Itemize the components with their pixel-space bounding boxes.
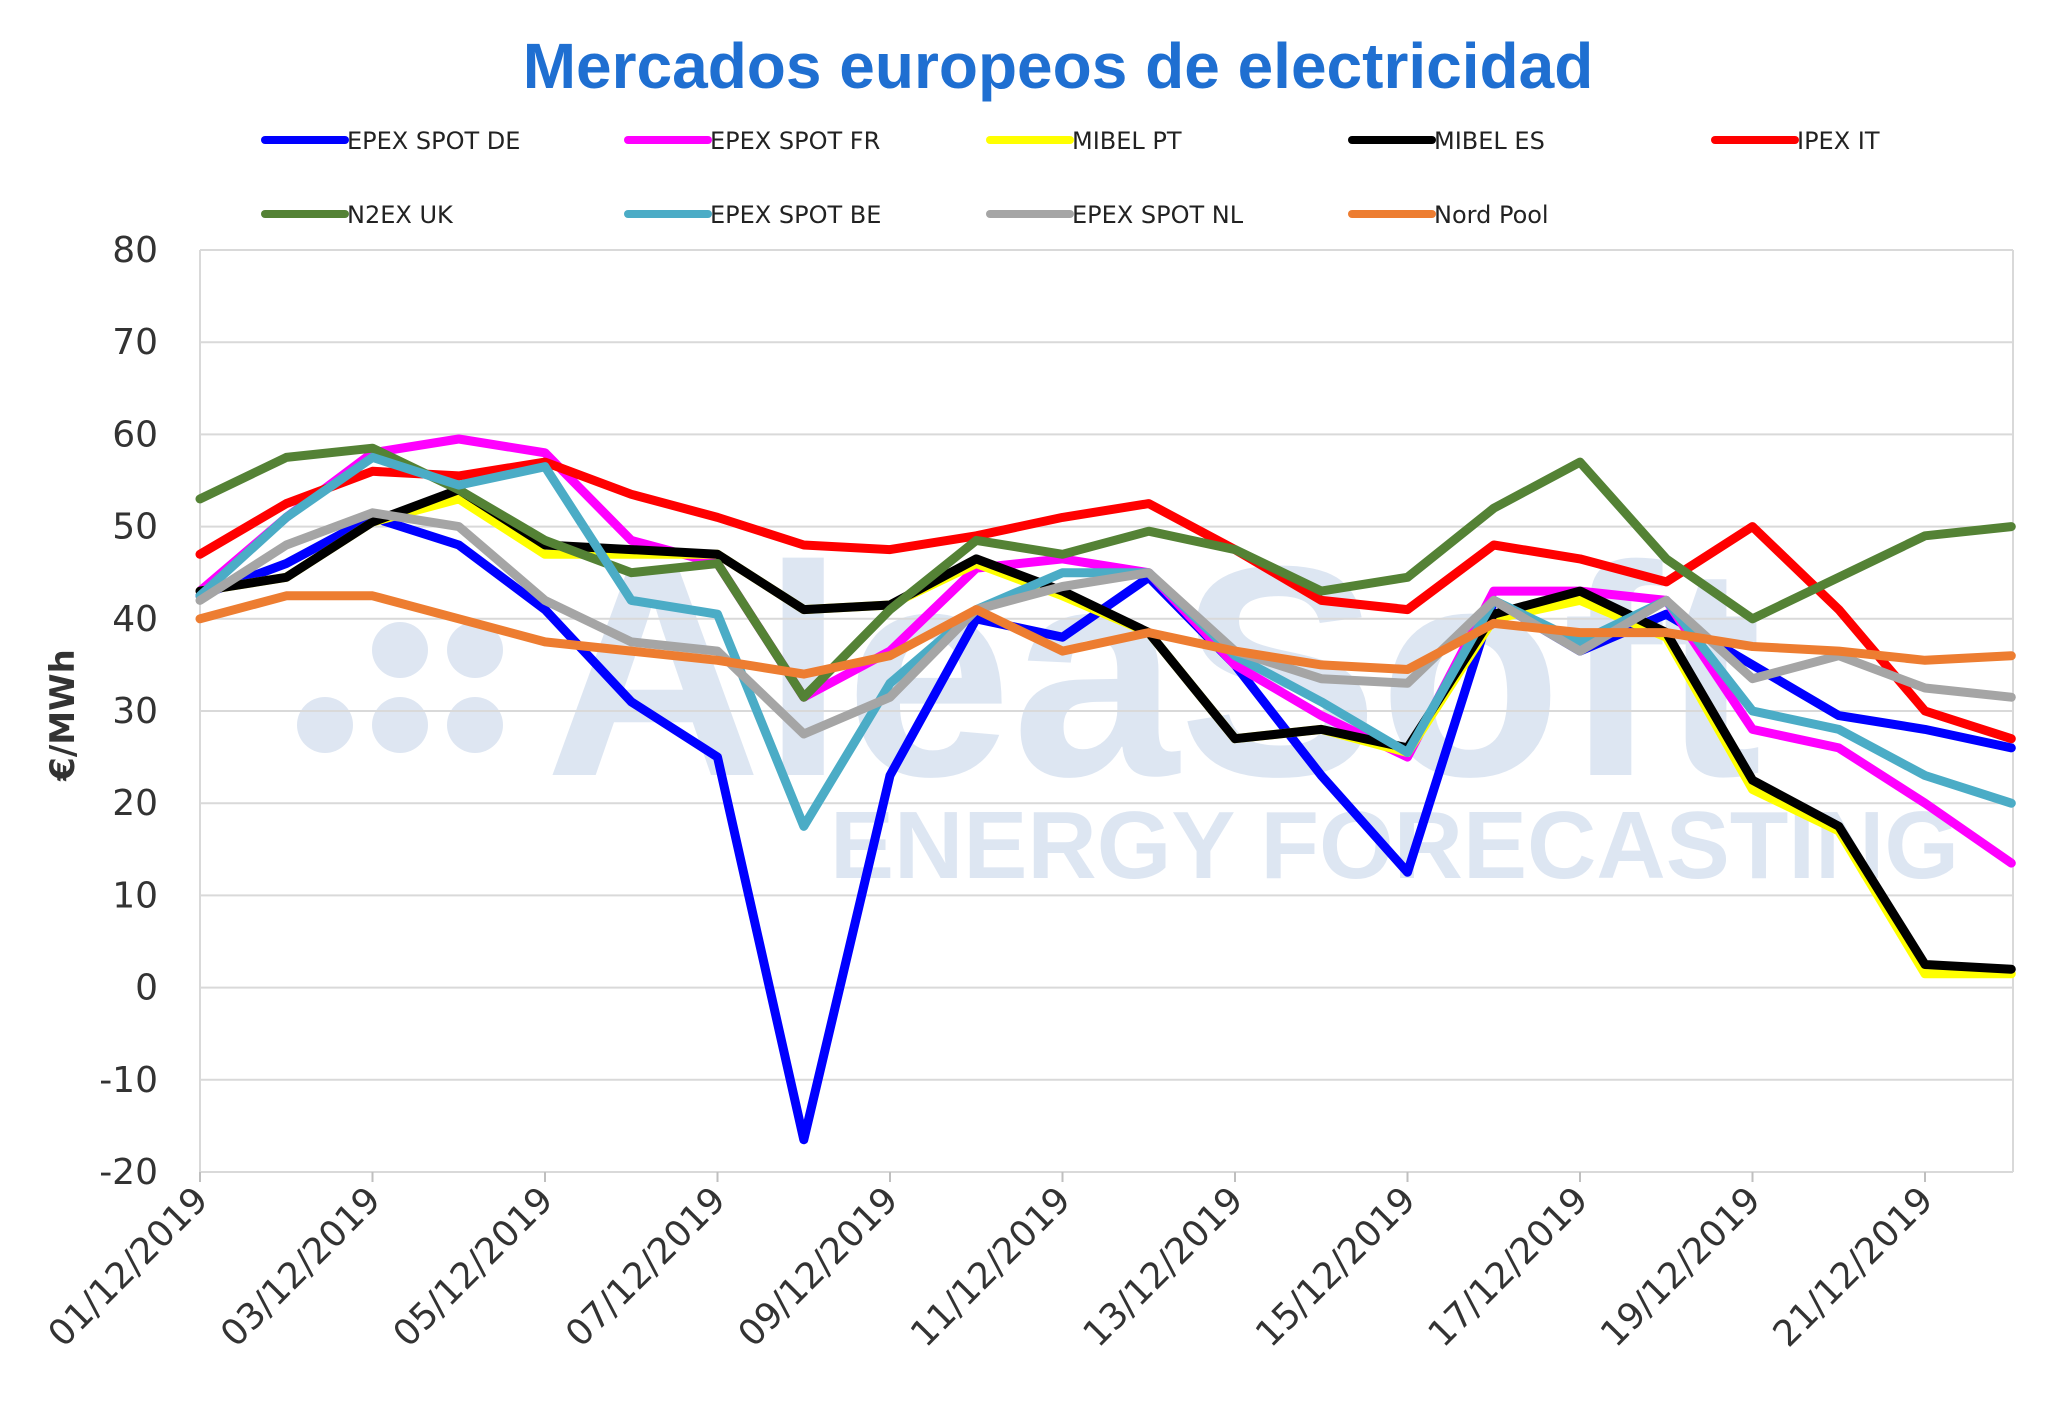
y-tick-label: -10: [99, 1060, 158, 1101]
legend-label: EPEX SPOT NL: [1072, 201, 1244, 229]
legend-item: N2EX UK: [261, 201, 454, 229]
x-tick-label: 09/12/2019: [731, 1179, 907, 1355]
y-tick-label: 70: [112, 322, 158, 363]
legend-label: MIBEL ES: [1434, 127, 1545, 155]
legend-label: N2EX UK: [347, 201, 454, 229]
legend-item: MIBEL PT: [986, 127, 1182, 155]
legend-label: EPEX SPOT FR: [710, 127, 880, 155]
y-axis-ticks: -20 -10 0 10 20 30 40 50 60 70 80: [99, 230, 158, 1193]
x-tick-label: 15/12/2019: [1248, 1179, 1424, 1355]
x-tick-label: 03/12/2019: [213, 1179, 389, 1355]
legend-label: Nord Pool: [1434, 201, 1549, 229]
legend-item: MIBEL ES: [1348, 127, 1545, 155]
x-tick-label: 05/12/2019: [386, 1179, 562, 1355]
watermark-dot: [297, 697, 353, 753]
x-tick-label: 19/12/2019: [1593, 1179, 1769, 1355]
legend: EPEX SPOT DE EPEX SPOT FR MIBEL PT MIBEL ES…: [261, 127, 1880, 229]
y-tick-label: 40: [112, 599, 158, 640]
legend-item: EPEX SPOT FR: [624, 127, 880, 155]
x-axis-ticks: 01/12/201903/12/201905/12/201907/12/2019…: [41, 1172, 1942, 1355]
series-line-ipex-it: [195, 457, 2016, 744]
legend-label: EPEX SPOT BE: [710, 201, 881, 229]
watermark-tagline: ENERGY FORECASTING: [830, 792, 1959, 899]
watermark-dot: [372, 622, 428, 678]
y-tick-label: 50: [112, 507, 158, 548]
series-line-epex-spot-fr: [195, 434, 2016, 868]
y-tick-label: -20: [99, 1152, 158, 1193]
y-tick-label: 30: [112, 691, 158, 732]
y-tick-label: 0: [135, 968, 158, 1009]
watermark: AleaSoft ENERGY FORECASTING: [297, 503, 1959, 899]
y-tick-label: 60: [112, 414, 158, 455]
y-tick-label: 10: [112, 875, 158, 916]
axes: [199, 250, 2014, 1172]
series-line-epex-spot-be: [195, 452, 2016, 831]
x-tick-label: 17/12/2019: [1421, 1179, 1597, 1355]
chart-title: Mercados europeos de electricidad: [523, 30, 1594, 102]
legend-item: EPEX SPOT BE: [624, 201, 881, 229]
x-tick-label: 13/12/2019: [1076, 1179, 1252, 1355]
legend-item: Nord Pool: [1348, 201, 1549, 229]
legend-item: EPEX SPOT NL: [986, 201, 1244, 229]
x-tick-label: 11/12/2019: [903, 1179, 1079, 1355]
x-tick-label: 07/12/2019: [558, 1179, 734, 1355]
series-line-nord-pool: [195, 591, 2016, 679]
legend-item: IPEX IT: [1711, 127, 1880, 155]
watermark-dot: [447, 697, 503, 753]
y-tick-label: 80: [112, 230, 158, 271]
legend-item: EPEX SPOT DE: [261, 127, 520, 155]
x-tick-label: 21/12/2019: [1766, 1179, 1942, 1355]
legend-label: EPEX SPOT DE: [347, 127, 520, 155]
legend-label: MIBEL PT: [1072, 127, 1182, 155]
y-tick-label: 20: [112, 783, 158, 824]
watermark-dot: [372, 697, 428, 753]
x-tick-label: 01/12/2019: [41, 1179, 217, 1355]
y-axis-label: €/MWh: [43, 649, 83, 782]
watermark-dot: [447, 622, 503, 678]
series-line-n2ex-uk: [195, 443, 2016, 702]
series-lines: [195, 434, 2016, 1145]
legend-label: IPEX IT: [1797, 127, 1880, 155]
